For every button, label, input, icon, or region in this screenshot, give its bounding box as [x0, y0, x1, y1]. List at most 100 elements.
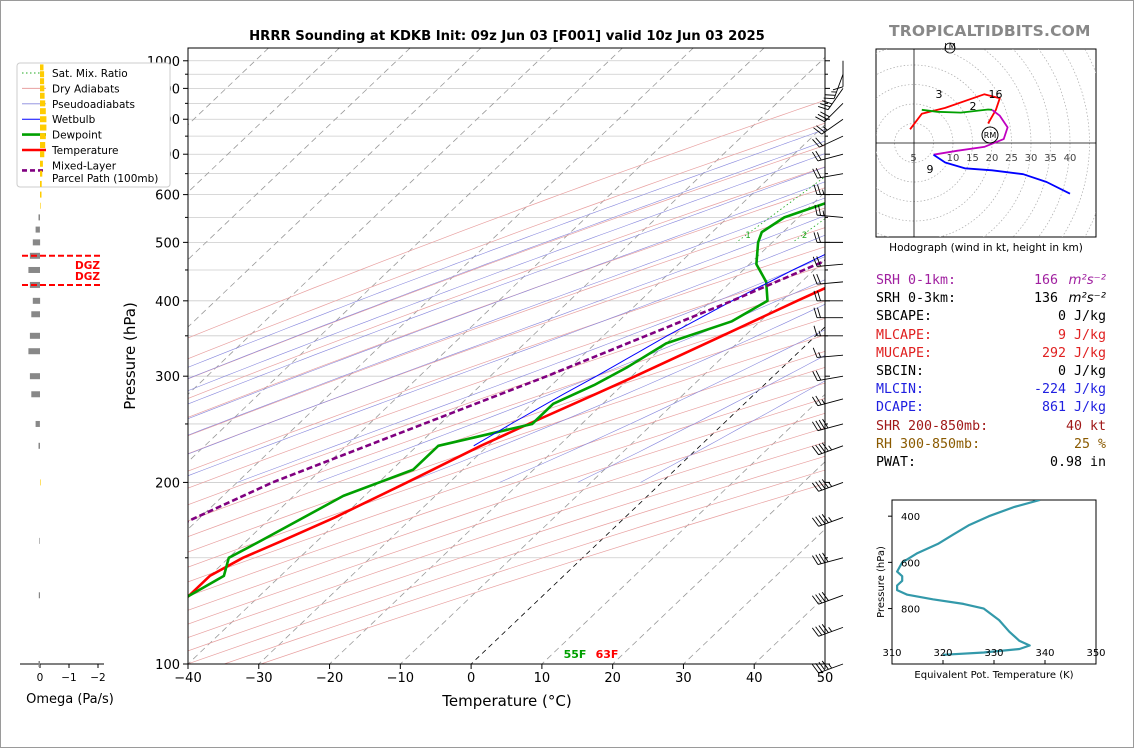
- omega-bar: [40, 108, 46, 115]
- barb-full: [821, 591, 829, 601]
- theta-e-x-tick-label: 340: [1035, 648, 1054, 659]
- dgz-label: DGZ: [75, 271, 100, 283]
- hodograph-trace: [909, 93, 1001, 130]
- barb-shaft: [824, 103, 844, 123]
- barb-full: [815, 516, 823, 526]
- theta-e-y-tick-label: 400: [901, 512, 920, 523]
- omega-bar: [40, 124, 47, 131]
- omega-bar: [40, 92, 45, 99]
- barb-full: [814, 204, 818, 216]
- mixing-ratio-label: 2: [802, 231, 807, 241]
- wind-barb: [812, 552, 844, 565]
- hodograph-panel: 5 10 15 20 25 30 35 40 LM RM 12 3 6 9 Hodograph (wind …: [875, 42, 1097, 254]
- wind-barb: [812, 347, 844, 358]
- barb-full: [812, 396, 819, 406]
- omega-bar: [40, 170, 43, 177]
- omega-bar: [29, 332, 40, 339]
- omega-bar: [40, 191, 42, 198]
- barb-shaft: [818, 516, 844, 527]
- param-row: SRH 0-1km: 166 m²s⁻²: [876, 272, 1106, 290]
- barb-full: [818, 625, 826, 635]
- barb-full: [818, 419, 826, 430]
- wind-barb: [812, 273, 844, 285]
- barb-half: [821, 399, 826, 405]
- barb-full: [817, 232, 821, 243]
- barb-full: [817, 113, 828, 120]
- mixing-ratio-label: 1: [745, 231, 750, 241]
- param-label: SBCAPE:: [876, 309, 933, 325]
- isotherm: [188, 48, 765, 598]
- legend-label: Dry Adiabats: [52, 83, 120, 95]
- barb-half: [828, 517, 833, 522]
- theta-e-x-label: Equivalent Pot. Temperature (K): [914, 670, 1073, 681]
- barb-full: [818, 205, 822, 216]
- dry-adiabat: [188, 99, 825, 339]
- barb-shaft: [817, 153, 844, 162]
- dry-adiabat: [188, 334, 825, 553]
- wind-barb: [811, 479, 844, 492]
- barb-full: [811, 627, 819, 637]
- dry-adiabat: [188, 207, 825, 437]
- omega-bar: [40, 133, 46, 140]
- barb-full: [811, 517, 819, 527]
- wind-barb: [812, 135, 844, 148]
- legend-label: Temperature: [51, 145, 119, 157]
- omega-bar: [38, 661, 40, 667]
- hodograph-label: 1: [989, 88, 996, 101]
- barb-full: [817, 184, 821, 195]
- omega-bar: [40, 100, 46, 107]
- omega-bar: [40, 78, 45, 85]
- barb-full: [812, 168, 818, 179]
- theta-e-profile: [896, 500, 1041, 656]
- dry-adiabat: [188, 144, 825, 380]
- param-row: SBCAPE: 0 J/kg: [876, 308, 1106, 326]
- param-label: MUCAPE:: [876, 345, 933, 361]
- hodograph-ring-label: 25: [1005, 153, 1018, 164]
- legend-label: Pseudoadiabats: [52, 99, 135, 111]
- barb-full: [816, 256, 822, 267]
- param-label: SHR 200-850mb:: [876, 418, 989, 434]
- barb-shaft: [818, 626, 844, 637]
- barb-full: [822, 100, 833, 105]
- barb-full: [820, 111, 830, 118]
- wind-barb: [813, 232, 843, 243]
- surface-dewpoint-label: 55F: [564, 648, 587, 661]
- barb-shaft: [817, 398, 844, 407]
- isotherm: [683, 528, 825, 664]
- y-tick-label: 100: [155, 658, 180, 673]
- theta-e-frame: [891, 499, 1097, 665]
- barb-full: [821, 479, 829, 488]
- omega-bar: [40, 151, 45, 158]
- barb-full: [813, 325, 818, 336]
- param-unit: m²s⁻²: [1068, 291, 1106, 307]
- barb-full: [815, 168, 822, 178]
- barb-full: [815, 150, 822, 161]
- wind-barb: [818, 88, 844, 111]
- x-tick-label: −30: [245, 671, 272, 686]
- wind-barb: [811, 442, 844, 456]
- param-label: SRH 0-3km:: [876, 291, 957, 307]
- omega-x-label: Omega (Pa/s): [26, 692, 114, 707]
- wind-barb: [813, 307, 843, 319]
- wind-barb: [813, 325, 843, 337]
- temperature-profile: [188, 286, 825, 599]
- y-tick-label: 400: [155, 295, 180, 310]
- x-tick-label: 30: [675, 671, 692, 686]
- param-value: 166: [1033, 273, 1058, 288]
- barb-full: [822, 418, 829, 429]
- wind-barb: [811, 591, 844, 605]
- chart-title: HRRR Sounding at KDKB Init: 09z Jun 03 […: [249, 29, 765, 44]
- param-value: 136: [1033, 291, 1058, 307]
- barb-full: [811, 664, 819, 674]
- theta-e-x-tick-label: 330: [984, 648, 1003, 659]
- omega-bar: [32, 239, 41, 246]
- barb-full: [815, 444, 823, 454]
- moist-adiabat: [188, 129, 825, 368]
- brand-watermark: TROPICALTIDBITS.COM: [889, 22, 1091, 40]
- barb-full: [812, 555, 819, 565]
- param-label: PWAT:: [876, 454, 917, 470]
- wind-barb: [812, 150, 844, 162]
- legend: Sat. Mix. Ratio Dry Adiabats Pseudoadiabat…: [16, 62, 171, 188]
- moist-adiabat: [408, 303, 825, 483]
- barb-full: [818, 593, 826, 603]
